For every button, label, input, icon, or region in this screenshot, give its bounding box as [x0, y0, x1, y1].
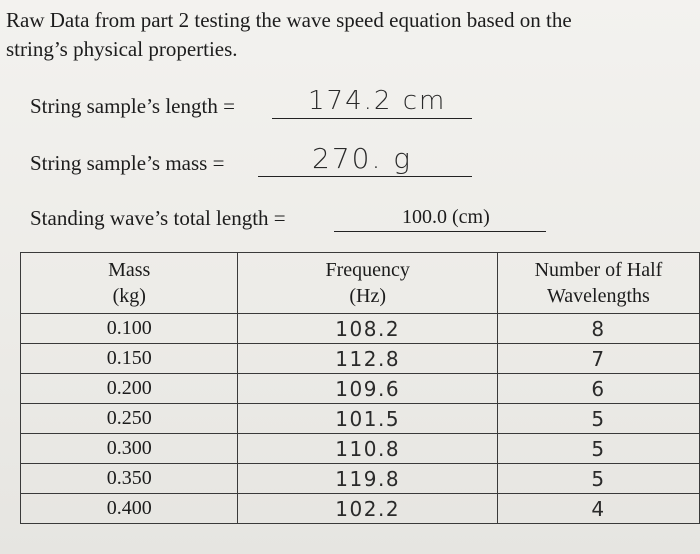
header-frequency-line-1: Frequency	[325, 259, 410, 281]
mass-label: String sample’s mass =	[30, 151, 225, 175]
header-mass: Mass (kg)	[19, 252, 239, 314]
cell-mass: 0.150	[19, 343, 239, 374]
cell-half: 8	[496, 313, 700, 344]
intro-line-1: Raw Data from part 2 testing the wave sp…	[6, 8, 572, 32]
length-value: 174.2 cm	[308, 86, 447, 116]
intro-text: Raw Data from part 2 testing the wave sp…	[6, 6, 696, 64]
cell-half: 5	[496, 403, 700, 434]
standing-underline	[334, 206, 546, 232]
header-frequency-line-2: (Hz)	[349, 285, 386, 307]
cell-mass: 0.300	[19, 433, 239, 464]
cell-half: 5	[496, 433, 700, 464]
cell-half: 7	[496, 343, 700, 374]
cell-frequency: 119.8	[237, 463, 498, 494]
cell-mass: 0.400	[19, 493, 239, 524]
cell-mass: 0.350	[19, 463, 239, 494]
cell-frequency: 102.2	[237, 493, 498, 524]
cell-mass: 0.100	[19, 313, 239, 344]
cell-mass: 0.200	[19, 373, 239, 404]
cell-mass: 0.250	[19, 403, 239, 434]
standing-value: 100.0 (cm)	[402, 206, 490, 228]
table-row: 0.250 101.5 5	[19, 403, 700, 434]
cell-frequency: 101.5	[237, 403, 498, 434]
cell-half: 6	[496, 373, 700, 404]
table-row: 0.200 109.6 6	[19, 373, 700, 404]
header-half-line-2: Wavelengths	[547, 285, 650, 307]
standing-label: Standing wave’s total length =	[30, 206, 286, 230]
header-mass-line-1: Mass	[108, 259, 151, 281]
mass-underline	[258, 152, 472, 177]
intro-line-2: string’s physical properties.	[6, 37, 238, 61]
cell-half: 4	[496, 493, 700, 524]
header-half-wavelengths: Number of Half Wavelengths	[496, 252, 700, 314]
table-header-row: Mass (kg) Frequency (Hz) Number of Half …	[19, 252, 700, 314]
cell-frequency: 109.6	[237, 373, 498, 404]
table-row: 0.300 110.8 5	[19, 433, 700, 464]
cell-frequency: 108.2	[237, 313, 498, 344]
cell-frequency: 110.8	[237, 433, 498, 464]
cell-frequency: 112.8	[237, 343, 498, 374]
header-frequency: Frequency (Hz)	[237, 252, 498, 314]
table-row: 0.100 108.2 8	[19, 313, 700, 344]
data-table: Mass (kg) Frequency (Hz) Number of Half …	[19, 252, 700, 524]
table-row: 0.400 102.2 4	[19, 493, 700, 524]
cell-half: 5	[496, 463, 700, 494]
mass-value: 270. g	[312, 142, 413, 175]
length-label: String sample’s length =	[30, 94, 235, 118]
header-mass-line-2: (kg)	[112, 285, 146, 307]
length-underline	[272, 94, 472, 119]
table-row: 0.350 119.8 5	[19, 463, 700, 494]
table-row: 0.150 112.8 7	[19, 343, 700, 374]
header-half-line-1: Number of Half	[534, 259, 663, 281]
